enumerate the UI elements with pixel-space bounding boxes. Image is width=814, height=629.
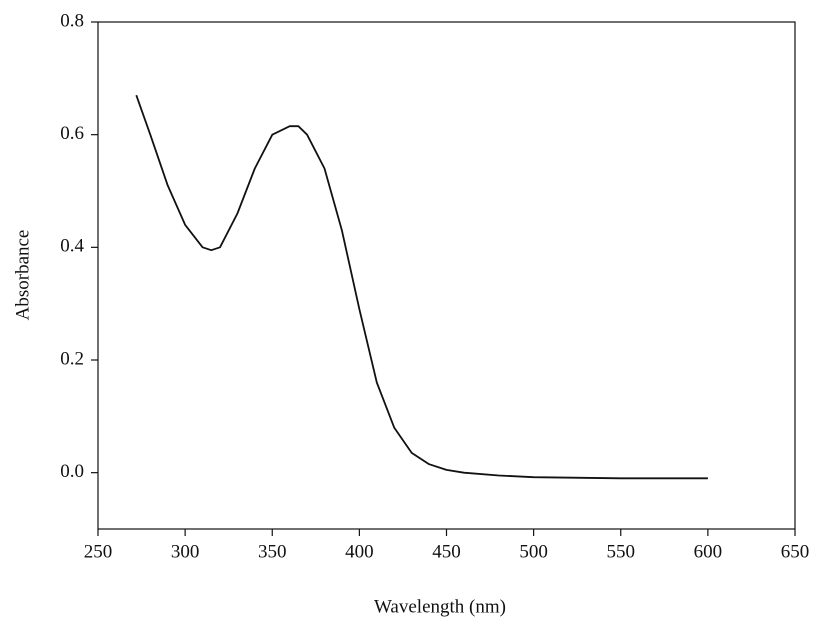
x-tick-label: 400	[345, 541, 374, 562]
x-tick-label: 250	[84, 541, 113, 562]
x-tick-label: 500	[519, 541, 548, 562]
y-tick-label: 0.6	[60, 123, 84, 144]
x-tick-label: 450	[432, 541, 461, 562]
y-tick-label: 0.0	[60, 461, 84, 482]
y-tick-label: 0.4	[60, 236, 84, 257]
x-tick-label: 300	[171, 541, 200, 562]
x-tick-label: 650	[781, 541, 810, 562]
y-tick-label: 0.2	[60, 348, 84, 369]
line-series	[135, 94, 708, 480]
plot-frame	[97, 21, 796, 530]
x-tick-label: 550	[607, 541, 636, 562]
x-axis-label: Wavelength (nm)	[374, 596, 506, 617]
y-axis-label: Absorbance	[12, 230, 33, 321]
x-tick-label: 350	[258, 541, 287, 562]
y-tick-label: 0.8	[60, 10, 84, 31]
x-tick-label: 600	[694, 541, 723, 562]
